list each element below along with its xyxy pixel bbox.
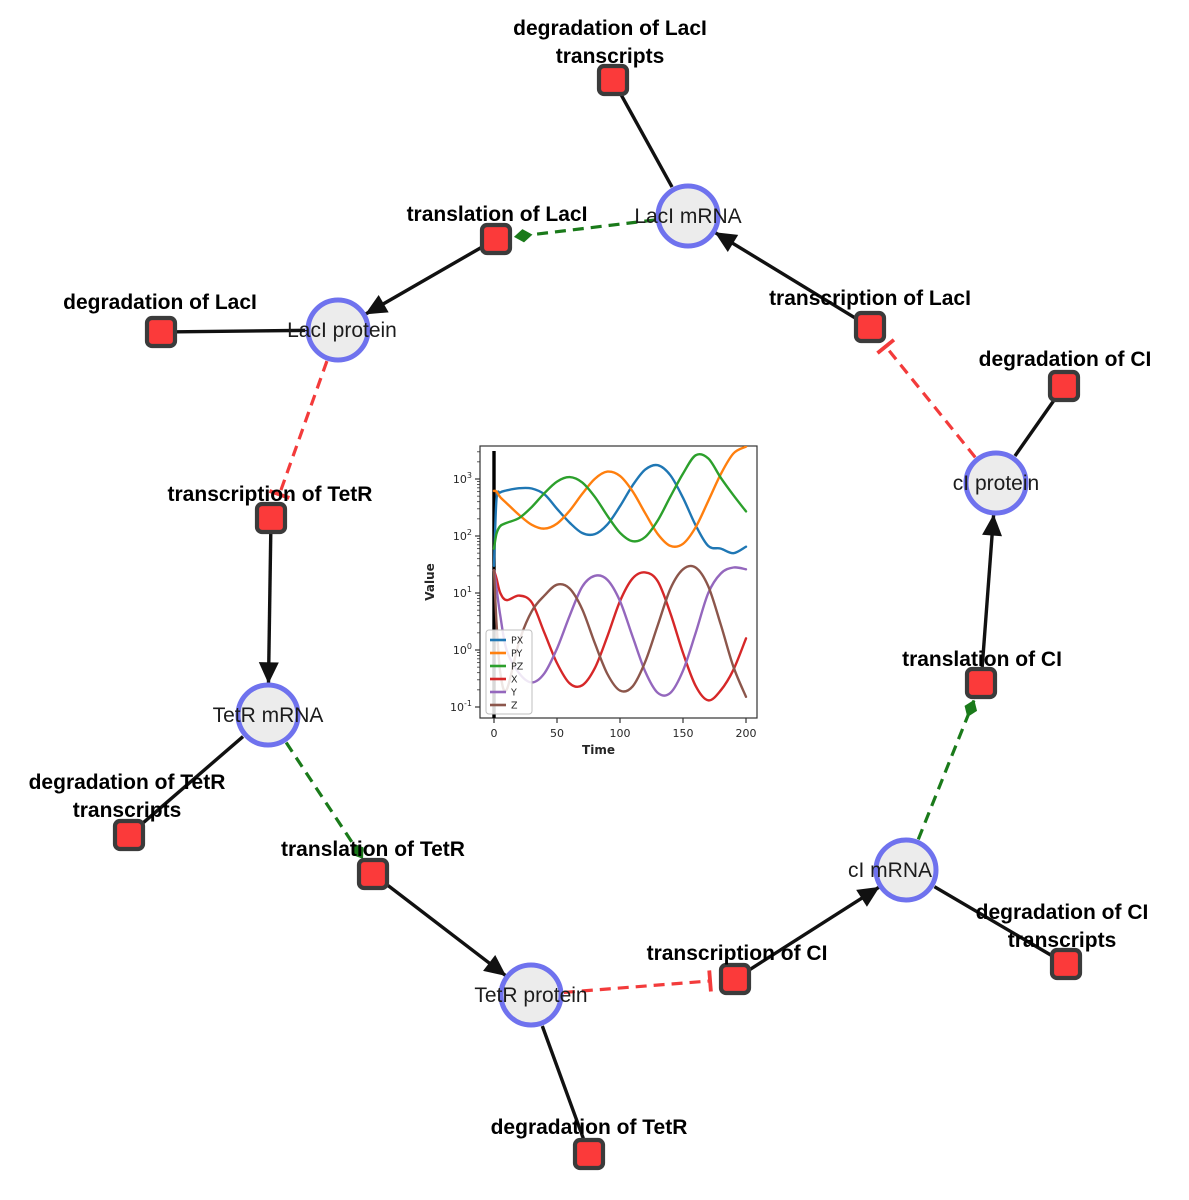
reaction-node-translation-ci[interactable]	[964, 666, 998, 700]
reaction-label-transcription-ci: transcription of CI	[647, 942, 828, 965]
edge-product-transcription-ci-ci-mrna	[747, 885, 880, 972]
chart-legend-box	[485, 629, 533, 715]
species-label-tetr-mrna: TetR mRNA	[213, 704, 324, 727]
reaction-node-deg-tetr-tx[interactable]	[112, 818, 146, 852]
y-axis-title: Value	[423, 563, 437, 601]
edge-modifier-tetr-mrna-translation-tetr	[284, 741, 364, 860]
reaction-label-deg-ci-tx-line2: transcripts	[1008, 929, 1117, 952]
legend-label-X: X	[511, 675, 518, 686]
reaction-label-deg-tetr-tx-line2: transcripts	[73, 799, 182, 822]
reaction-label-transcription-laci: transcription of LacI	[769, 287, 971, 310]
legend-label-PX: PX	[511, 636, 524, 647]
x-axis-title: Time	[582, 743, 615, 757]
edge-product-transcription-laci-laci-mrna	[714, 231, 858, 321]
reaction-label-deg-ci: degradation of CI	[979, 348, 1152, 371]
edge-reactant-laci-protein-deg-laci	[176, 328, 306, 334]
edge-inhibition-tetr-protein-transcription-ci	[563, 970, 713, 995]
chart-series-PY	[492, 446, 748, 548]
reaction-label-deg-laci-tx-line1: degradation of LacI	[513, 17, 707, 40]
x-tick-label: 200	[736, 727, 757, 740]
reaction-label-deg-laci-tx-line2: transcripts	[556, 45, 665, 68]
chart-series-PX	[492, 463, 748, 568]
species-node-tetr-protein[interactable]	[498, 962, 564, 1028]
species-label-tetr-protein: TetR protein	[474, 984, 587, 1007]
edge-product-translation-tetr-tetr-protein	[384, 882, 507, 977]
x-tick-label: 0	[491, 727, 498, 740]
labels-layer: degradation of LacI transcripts transcript…	[29, 17, 1152, 1139]
reaction-node-deg-tetr[interactable]	[572, 1137, 606, 1171]
reaction-node-transcription-laci[interactable]	[853, 310, 887, 344]
species-node-tetr-mrna[interactable]	[235, 682, 301, 748]
reaction-label-translation-laci: translation of LacI	[407, 203, 588, 226]
edges-layer	[140, 93, 1057, 1140]
y-tick-label: 100	[453, 642, 472, 657]
reaction-label-deg-laci: degradation of LacI	[63, 291, 257, 314]
edge-product-transcription-tetr-tetr-mrna	[258, 533, 279, 684]
edge-reactant-tetr-mrna-deg-tetr-tx	[140, 735, 245, 826]
chart-series-PZ	[492, 452, 748, 550]
reaction-label-translation-tetr: translation of TetR	[281, 838, 465, 861]
y-tick-label: 101	[453, 585, 472, 600]
edge-inhibition-ci-protein-transcription-laci	[876, 338, 977, 459]
edge-modifier-laci-mrna-translation-laci	[513, 218, 656, 243]
legend-label-Y: Y	[510, 688, 517, 699]
reaction-node-transcription-ci[interactable]	[718, 962, 752, 996]
nodes-layer	[112, 63, 1083, 1171]
legend-label-PY: PY	[511, 649, 523, 660]
species-node-laci-protein[interactable]	[305, 297, 371, 363]
reaction-node-deg-laci-tx[interactable]	[596, 63, 630, 97]
species-node-ci-protein[interactable]	[963, 450, 1029, 516]
reaction-label-transcription-tetr: transcription of TetR	[168, 483, 373, 506]
species-node-laci-mrna[interactable]	[655, 183, 721, 249]
reaction-node-deg-ci-tx[interactable]	[1049, 947, 1083, 981]
timecourse-chart: 103 102 101 100 10-1 0 50 100 150 200 Time Value PX P…	[423, 445, 758, 757]
legend-label-Z: Z	[511, 701, 518, 712]
reaction-label-translation-ci: translation of CI	[902, 648, 1062, 671]
y-tick-label: 102	[453, 528, 472, 543]
reaction-node-translation-tetr[interactable]	[356, 857, 390, 891]
edge-inhibition-laci-protein-transcription-tetr	[268, 360, 329, 500]
edge-product-translation-laci-laci-protein	[364, 245, 483, 316]
species-label-ci-protein: cI protein	[953, 472, 1039, 495]
reaction-node-deg-laci[interactable]	[144, 315, 178, 349]
edge-reactant-ci-mrna-deg-ci-tx	[933, 885, 1054, 958]
reaction-node-translation-laci[interactable]	[479, 222, 513, 256]
species-label-laci-mrna: LacI mRNA	[634, 205, 741, 228]
reaction-node-deg-ci[interactable]	[1047, 369, 1081, 403]
species-label-ci-mrna: cI mRNA	[848, 859, 932, 882]
legend-label-PZ: PZ	[511, 662, 524, 673]
edge-reactant-laci-mrna-deg-laci-tx	[619, 93, 674, 188]
edge-product-translation-ci-ci-protein	[980, 514, 1003, 668]
y-tick-label: 10-1	[450, 699, 472, 714]
reaction-label-deg-ci-tx-line1: degradation of CI	[976, 901, 1149, 924]
reaction-label-deg-tetr: degradation of TetR	[491, 1116, 688, 1139]
species-node-ci-mrna[interactable]	[873, 837, 939, 903]
x-tick-label: 150	[673, 727, 694, 740]
edge-reactant-ci-protein-deg-ci	[1013, 398, 1057, 457]
chart-series-X	[492, 569, 748, 702]
reaction-label-deg-tetr-tx-line1: degradation of TetR	[29, 771, 226, 794]
x-tick-label: 100	[610, 727, 631, 740]
species-label-laci-protein: LacI protein	[287, 319, 397, 342]
edge-modifier-ci-mrna-translation-ci	[916, 699, 978, 840]
x-tick-label: 50	[550, 727, 564, 740]
reaction-node-transcription-tetr[interactable]	[254, 501, 288, 535]
edge-reactant-tetr-protein-deg-tetr	[540, 1025, 586, 1140]
y-tick-label: 103	[453, 471, 472, 486]
